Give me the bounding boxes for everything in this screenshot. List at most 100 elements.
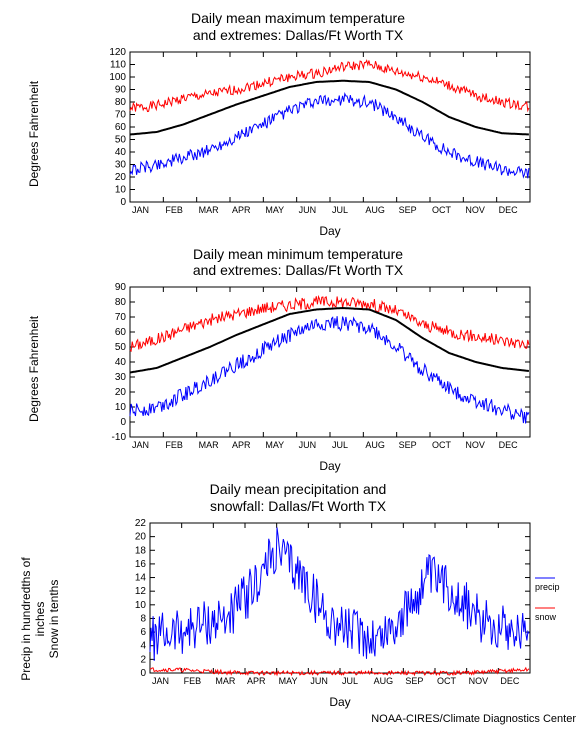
legend-snow: snow — [535, 612, 557, 622]
svg-text:JUL: JUL — [332, 440, 348, 450]
svg-text:40: 40 — [115, 357, 127, 368]
svg-text:OCT: OCT — [437, 676, 457, 686]
y-axis-label: Precip in hundredths of inchesSnow in te… — [19, 539, 61, 699]
svg-text:OCT: OCT — [432, 440, 452, 450]
svg-text:30: 30 — [115, 372, 127, 383]
svg-text:90: 90 — [115, 282, 127, 293]
title-line2: snowfall: Dallas/Ft Worth TX — [210, 498, 386, 514]
svg-text:0: 0 — [120, 197, 126, 208]
chart-2: Daily mean precipitation andsnowfall: Da… — [10, 481, 576, 709]
svg-text:120: 120 — [109, 47, 126, 58]
title-line2: and extremes: Dallas/Ft Worth TX — [193, 262, 403, 278]
series-mean — [130, 80, 529, 134]
svg-text:MAY: MAY — [265, 205, 284, 215]
y-axis-label: Degrees Fahrenheit — [27, 289, 41, 449]
svg-text:80: 80 — [115, 297, 127, 308]
svg-text:10: 10 — [115, 184, 127, 195]
svg-text:MAR: MAR — [199, 440, 220, 450]
svg-text:FEB: FEB — [165, 440, 183, 450]
x-axis-label: Day — [150, 695, 530, 709]
svg-text:MAR: MAR — [199, 205, 220, 215]
svg-text:70: 70 — [115, 109, 127, 120]
svg-text:90: 90 — [115, 84, 127, 95]
title-line1: Daily mean precipitation and — [210, 481, 387, 497]
x-axis-label: Day — [130, 459, 530, 473]
svg-text:20: 20 — [115, 172, 127, 183]
svg-text:SEP: SEP — [399, 205, 417, 215]
svg-text:60: 60 — [115, 122, 127, 133]
svg-text:APR: APR — [247, 676, 266, 686]
x-axis-label: Day — [130, 224, 530, 238]
chart-title: Daily mean precipitation andsnowfall: Da… — [10, 481, 576, 515]
svg-text:AUG: AUG — [365, 205, 385, 215]
svg-text:NOV: NOV — [469, 676, 489, 686]
svg-text:JUN: JUN — [310, 676, 328, 686]
svg-text:APR: APR — [232, 205, 251, 215]
svg-text:-10: -10 — [112, 432, 127, 443]
svg-text:70: 70 — [115, 312, 127, 323]
svg-text:2: 2 — [140, 654, 146, 665]
svg-text:OCT: OCT — [432, 205, 452, 215]
svg-text:30: 30 — [115, 159, 127, 170]
svg-text:60: 60 — [115, 327, 127, 338]
svg-text:JUN: JUN — [299, 440, 317, 450]
title-line1: Daily mean minimum temperature — [193, 246, 403, 262]
svg-text:50: 50 — [115, 342, 127, 353]
svg-text:MAY: MAY — [279, 676, 298, 686]
svg-text:SEP: SEP — [399, 440, 417, 450]
chart-svg: 0 2 4 6 8 10 12 14 16 18 20 22 JAN FEB MAR APR MAY JUN JUL… — [10, 515, 576, 693]
svg-text:DEC: DEC — [500, 676, 520, 686]
svg-text:10: 10 — [115, 402, 127, 413]
svg-text:DEC: DEC — [499, 205, 519, 215]
svg-text:50: 50 — [115, 134, 127, 145]
svg-text:JUN: JUN — [299, 205, 317, 215]
svg-text:8: 8 — [140, 613, 146, 624]
svg-text:JUL: JUL — [342, 676, 358, 686]
svg-text:20: 20 — [135, 531, 147, 542]
svg-text:JAN: JAN — [132, 440, 149, 450]
svg-text:AUG: AUG — [365, 440, 385, 450]
svg-text:12: 12 — [135, 586, 147, 597]
title-line1: Daily mean maximum temperature — [191, 10, 405, 26]
title-line2: and extremes: Dallas/Ft Worth TX — [193, 27, 403, 43]
series-precip — [150, 527, 529, 661]
svg-text:0: 0 — [120, 417, 126, 428]
svg-text:80: 80 — [115, 97, 127, 108]
svg-text:JAN: JAN — [132, 205, 149, 215]
svg-text:NOV: NOV — [465, 440, 485, 450]
series-min — [130, 316, 529, 423]
chart-1: Daily mean minimum temperatureand extrem… — [10, 246, 576, 474]
svg-text:MAY: MAY — [265, 440, 284, 450]
chart-svg: -10 0 10 20 30 40 50 60 70 80 90 JAN FEB MAR APR MAY JUN… — [10, 279, 540, 457]
svg-text:JUL: JUL — [332, 205, 348, 215]
chart-svg: 0 1020 3040 5060 7080 90100 110120 JAN FEB MAR APR… — [10, 44, 540, 222]
svg-text:NOV: NOV — [465, 205, 485, 215]
chart-title: Daily mean minimum temperatureand extrem… — [10, 246, 576, 280]
svg-text:10: 10 — [135, 600, 147, 611]
svg-text:DEC: DEC — [499, 440, 519, 450]
svg-text:18: 18 — [135, 545, 147, 556]
svg-text:14: 14 — [135, 572, 147, 583]
attribution: NOAA-CIRES/Climate Diagnostics Center — [10, 713, 576, 725]
svg-text:JAN: JAN — [152, 676, 169, 686]
svg-text:AUG: AUG — [374, 676, 394, 686]
svg-text:100: 100 — [109, 72, 126, 83]
svg-text:110: 110 — [110, 59, 126, 70]
svg-text:0: 0 — [140, 668, 146, 679]
y-axis-label: Degrees Fahrenheit — [27, 54, 41, 214]
svg-text:4: 4 — [140, 641, 146, 652]
svg-text:APR: APR — [232, 440, 251, 450]
chart-0: Daily mean maximum temperatureand extrem… — [10, 10, 576, 238]
svg-text:FEB: FEB — [165, 205, 183, 215]
series-min — [130, 93, 529, 178]
svg-text:16: 16 — [135, 559, 147, 570]
svg-text:22: 22 — [135, 518, 147, 529]
svg-text:40: 40 — [115, 147, 127, 158]
svg-text:6: 6 — [140, 627, 146, 638]
svg-text:MAR: MAR — [215, 676, 236, 686]
svg-text:SEP: SEP — [405, 676, 423, 686]
svg-text:20: 20 — [115, 387, 127, 398]
legend-precip: precip — [535, 582, 560, 592]
chart-title: Daily mean maximum temperatureand extrem… — [10, 10, 576, 44]
svg-text:FEB: FEB — [184, 676, 202, 686]
